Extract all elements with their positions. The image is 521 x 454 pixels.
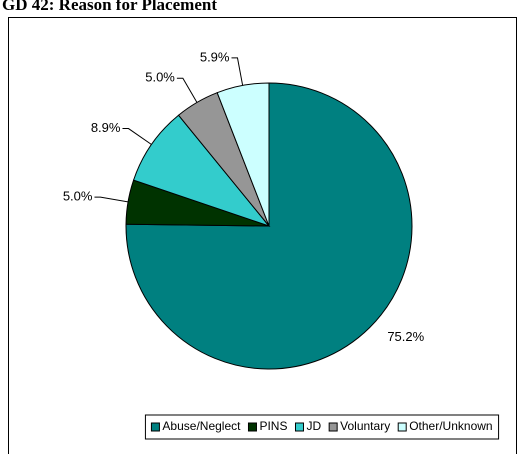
legend: Abuse/Neglect PINS JD Voluntary Other/Unknow… <box>144 414 500 440</box>
legend-label: Abuse/Neglect <box>162 419 241 433</box>
data-label: 75.2% <box>387 329 424 344</box>
pie-slice <box>132 114 271 228</box>
pie-slice <box>216 82 270 227</box>
legend-label: Other/Unknown <box>409 419 492 433</box>
data-label: 8.9% <box>91 120 121 135</box>
legend-label: PINS <box>259 419 287 433</box>
pie-slice <box>125 82 413 370</box>
legend-box <box>144 414 500 440</box>
legend-swatch <box>150 422 160 432</box>
data-label: 5.9% <box>200 49 230 64</box>
leader-line <box>94 196 129 203</box>
leader-line <box>176 77 198 103</box>
data-label: 5.0% <box>145 70 175 85</box>
legend-swatch <box>397 422 407 432</box>
chart-title: GD 42: Reason for Placement <box>2 0 217 14</box>
leader-line <box>231 57 244 86</box>
legend-swatch <box>328 422 338 432</box>
legend-label: JD <box>306 419 321 433</box>
legend-swatch <box>294 422 304 432</box>
legend-label: Voluntary <box>340 419 390 433</box>
data-label: 5.0% <box>63 189 93 204</box>
legend-swatch <box>247 422 257 432</box>
leader-line <box>122 128 152 145</box>
